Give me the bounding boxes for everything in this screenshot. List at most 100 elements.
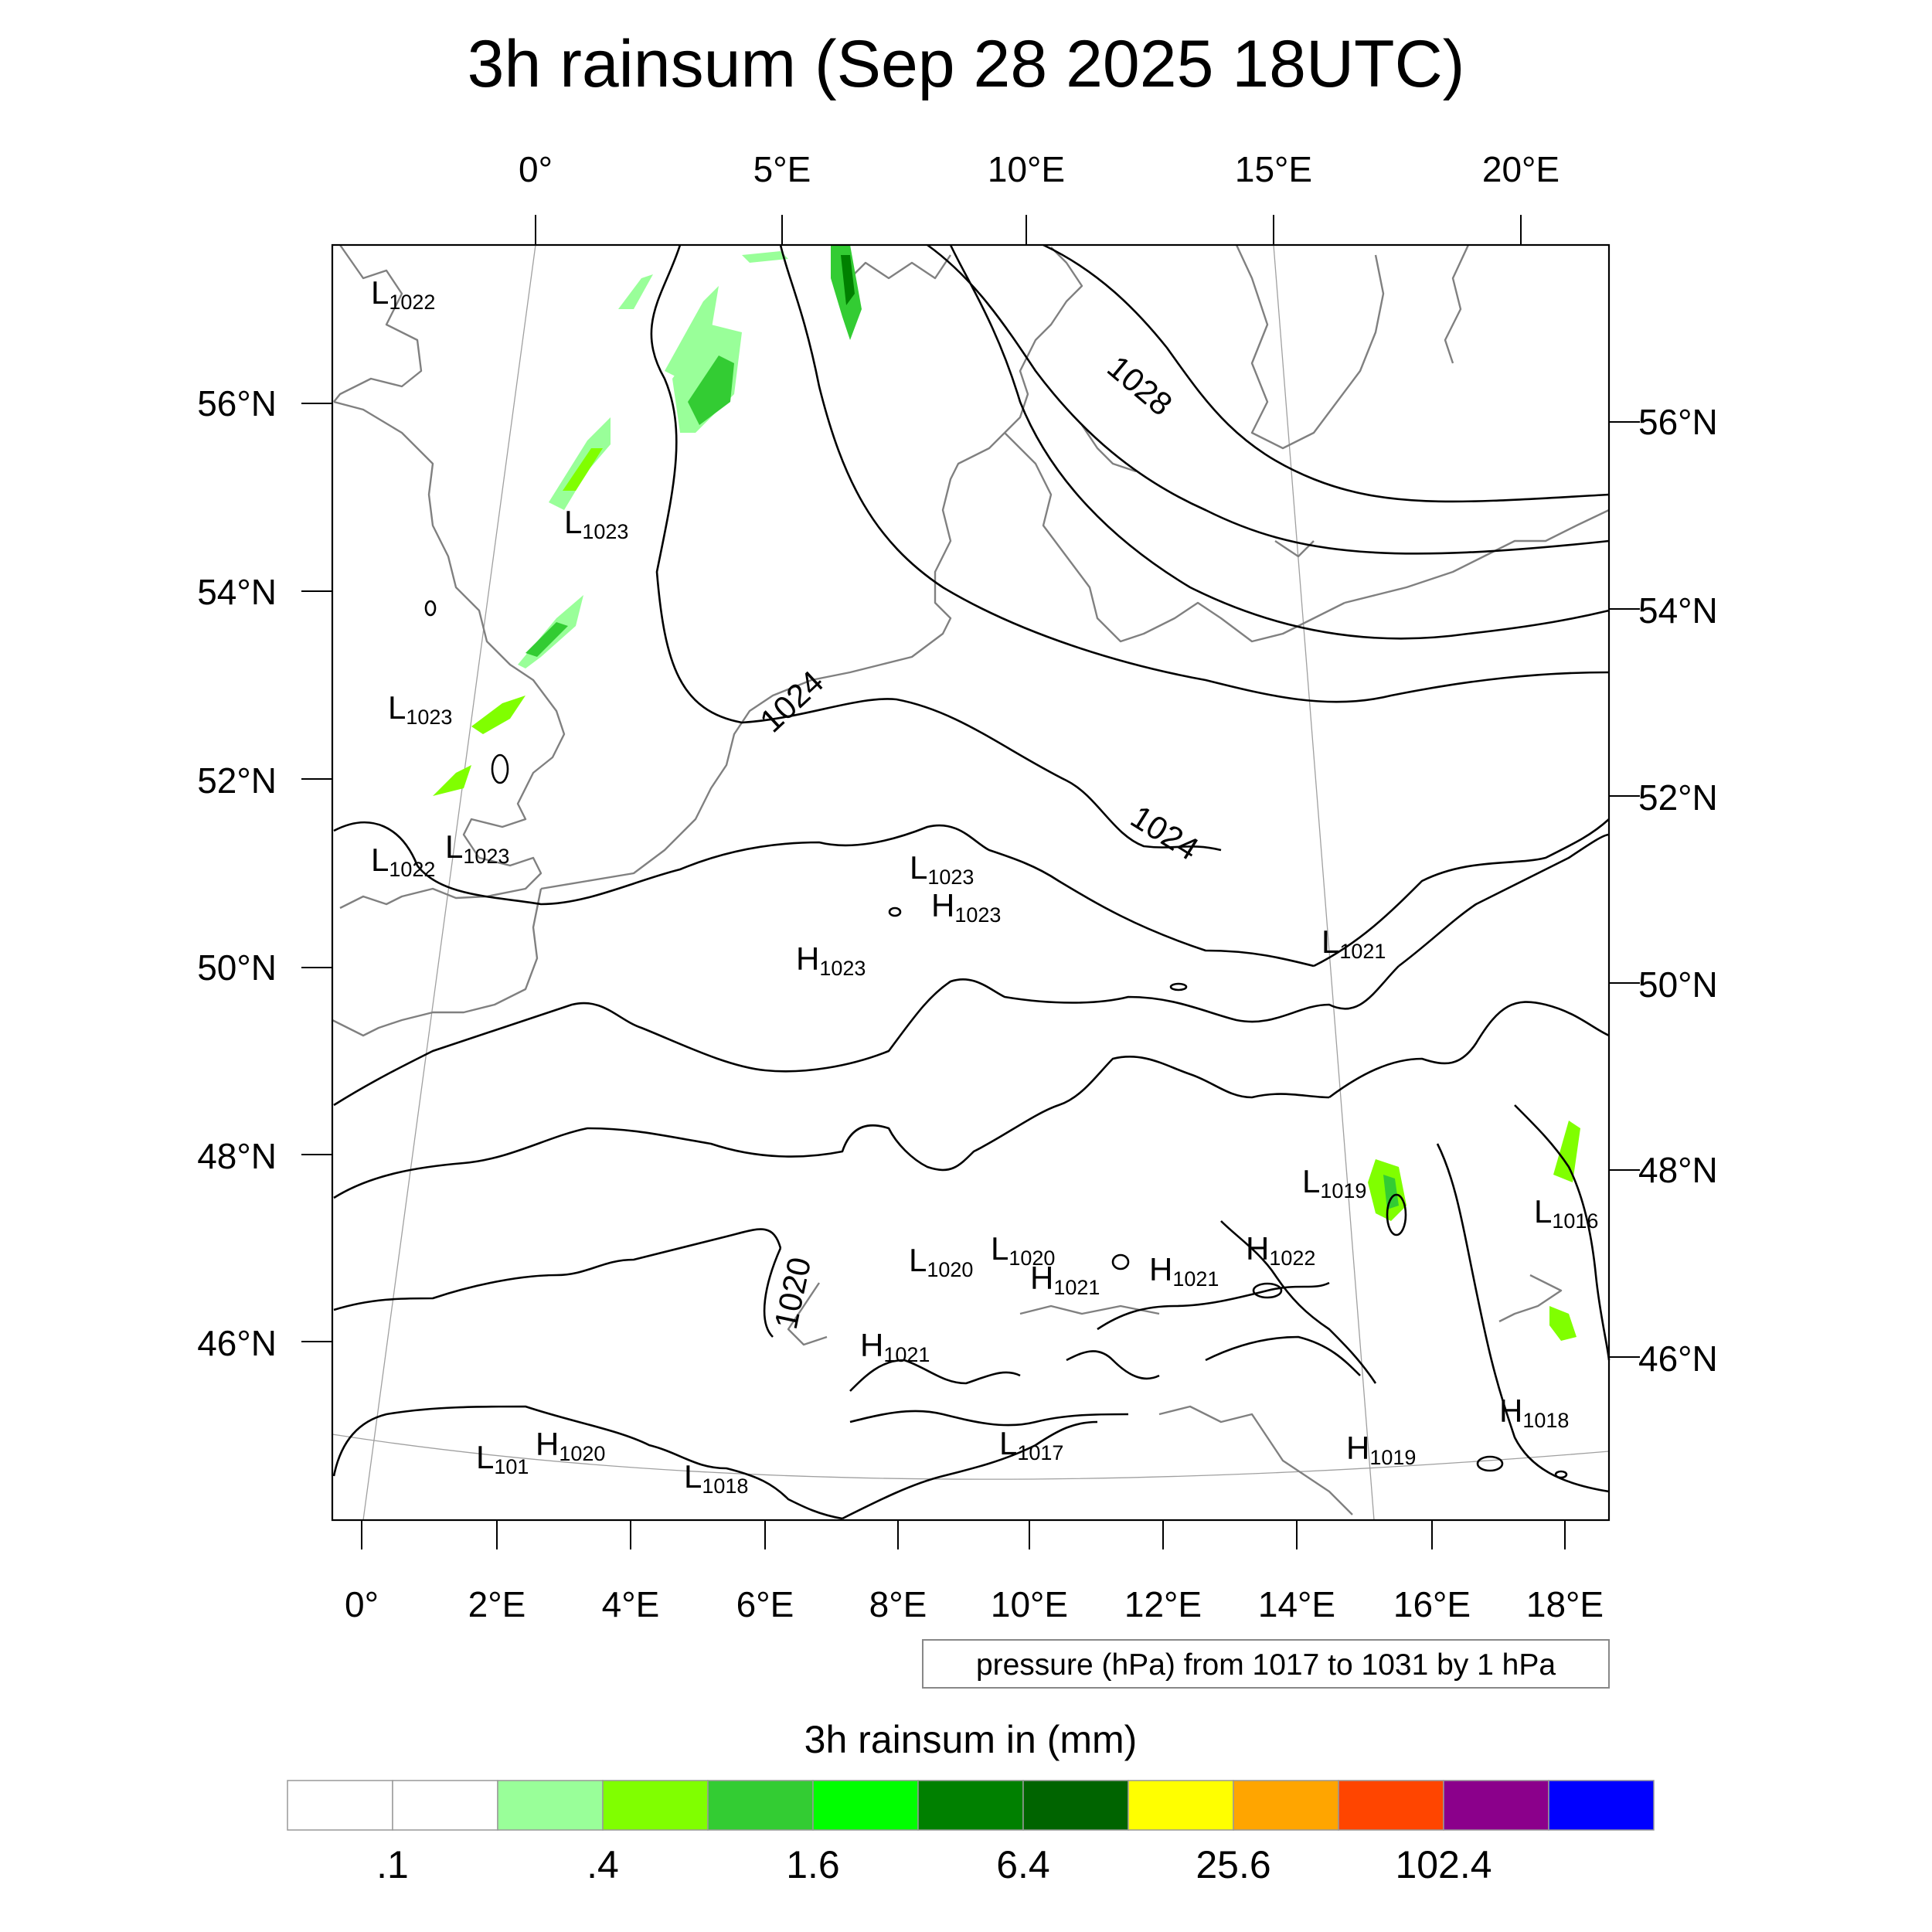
bottom-lon-label: 6°E <box>736 1584 794 1624</box>
pressure-center: H1021 <box>1149 1251 1219 1291</box>
pressure-center: H1023 <box>931 887 1001 927</box>
colorbar-label: 25.6 <box>1196 1843 1270 1886</box>
bottom-lon-label: 8°E <box>869 1584 927 1624</box>
bottom-lon-label: 4°E <box>602 1584 660 1624</box>
colorbar-box <box>1338 1780 1444 1831</box>
colorbar-box <box>392 1780 498 1831</box>
pressure-center: H1018 <box>1499 1393 1569 1432</box>
left-lat-label: 56°N <box>197 383 277 423</box>
pressure-center: L1022 <box>371 842 435 881</box>
top-lon-label: 0° <box>519 149 553 189</box>
map-frame <box>331 243 1611 1522</box>
colorbar-label: .4 <box>587 1843 619 1886</box>
rain-patch <box>841 255 855 305</box>
pressure-center: L1023 <box>388 689 452 729</box>
pressure-center: L1017 <box>999 1425 1063 1464</box>
pressure-center: L1016 <box>1534 1193 1598 1233</box>
rain-patch <box>1553 1121 1580 1182</box>
colorbar-box <box>287 1780 393 1831</box>
right-lat-label: 56°N <box>1638 402 1718 442</box>
rain-patch <box>742 251 788 263</box>
pressure-center: L1020 <box>991 1230 1055 1270</box>
pressure-centers: L1022 L1023 L1023 L1022 L1023 L1023 H102… <box>371 274 1598 1498</box>
rain-patch <box>471 696 526 734</box>
left-lat-label: 46°N <box>197 1323 277 1363</box>
rain-patch <box>665 286 719 379</box>
pressure-center: H1022 <box>1246 1230 1315 1270</box>
left-lat-label: 54°N <box>197 572 277 612</box>
coastlines <box>332 244 1610 1515</box>
graticule <box>332 244 1610 1521</box>
colorbar-label: 6.4 <box>996 1843 1050 1886</box>
rain-patch <box>526 622 568 657</box>
colorbar-box <box>707 1780 814 1831</box>
top-lon-label: 5°E <box>753 149 811 189</box>
isobars <box>332 243 1611 1520</box>
contour-info-box: pressure (hPa) from 1017 to 1031 by 1 hP… <box>922 1639 1610 1689</box>
bottom-lon-labels: 0° 2°E 4°E 6°E 8°E 10°E 12°E 14°E 16°E 1… <box>345 1584 1604 1624</box>
pressure-center: H1021 <box>860 1327 930 1366</box>
colorbar-label: .1 <box>376 1843 409 1886</box>
axis-ticks <box>301 215 1640 1549</box>
bottom-lon-label: 14°E <box>1258 1584 1335 1624</box>
pressure-center: H1020 <box>536 1426 605 1465</box>
rain-patch <box>433 765 471 796</box>
bottom-lon-label: 0° <box>345 1584 379 1624</box>
isobar-loops <box>424 600 1568 1479</box>
pressure-center: L1018 <box>684 1458 748 1498</box>
left-lat-label: 52°N <box>197 760 277 801</box>
colorbar-labels: .1 .4 1.6 6.4 25.6 102.4 <box>376 1843 1492 1886</box>
pressure-center: L101 <box>476 1439 529 1478</box>
pressure-center: H1023 <box>796 940 866 980</box>
bottom-lon-label: 10°E <box>991 1584 1068 1624</box>
colorbar-box <box>1022 1780 1129 1831</box>
left-lat-labels: 56°N 54°N 52°N 50°N 48°N 46°N <box>197 383 277 1363</box>
rain-patch <box>1383 1175 1399 1209</box>
colorbar-boxes <box>287 1780 1655 1831</box>
colorbar-label: 102.4 <box>1395 1843 1492 1886</box>
pressure-center: H1019 <box>1346 1430 1416 1469</box>
right-lat-label: 46°N <box>1638 1338 1718 1379</box>
colorbar-box <box>812 1780 919 1831</box>
top-lon-label: 20°E <box>1482 149 1560 189</box>
pressure-center: H1021 <box>1030 1260 1100 1299</box>
colorbar-box <box>1548 1780 1655 1831</box>
right-lat-label: 48°N <box>1638 1150 1718 1190</box>
colorbar-box <box>1233 1780 1339 1831</box>
bottom-lon-label: 18°E <box>1526 1584 1604 1624</box>
bottom-lon-label: 2°E <box>468 1584 526 1624</box>
left-lat-label: 48°N <box>197 1136 277 1176</box>
pressure-center: L1023 <box>445 828 509 868</box>
contour-info-text: pressure (hPa) from 1017 to 1031 by 1 hP… <box>976 1648 1556 1682</box>
left-lat-label: 50°N <box>197 947 277 988</box>
bottom-lon-label: 12°E <box>1124 1584 1202 1624</box>
colorbar-title: 3h rainsum in (mm) <box>804 1718 1138 1761</box>
contour-info-border <box>922 1639 1610 1689</box>
map-plot: 1028 1024 1024 1020 L1022 L1023 L1023 L1… <box>301 215 1640 1549</box>
colorbar-box <box>1443 1780 1549 1831</box>
pressure-center: L1023 <box>564 504 628 543</box>
rain-patch <box>688 355 734 425</box>
right-lat-label: 50°N <box>1638 964 1718 1005</box>
right-lat-label: 52°N <box>1638 777 1718 818</box>
bottom-lon-label: 16°E <box>1393 1584 1471 1624</box>
map-title: 3h rainsum (Sep 28 2025 18UTC) <box>468 27 1465 101</box>
top-lon-label: 10°E <box>988 149 1065 189</box>
rain-patch <box>549 417 611 510</box>
colorbar-box <box>917 1780 1024 1831</box>
pressure-center: L1019 <box>1302 1163 1366 1202</box>
top-lon-labels: 0° 5°E 10°E 15°E 20°E <box>519 149 1560 189</box>
pressure-center: L1021 <box>1321 923 1386 963</box>
top-lon-label: 15°E <box>1235 149 1312 189</box>
right-lat-labels: 56°N 54°N 52°N 50°N 48°N 46°N <box>1638 402 1718 1379</box>
rain-patch <box>563 448 603 491</box>
colorbar-label: 1.6 <box>786 1843 840 1886</box>
colorbar: 3h rainsum in (mm) .1 .4 1.6 6.4 25.6 102.4 <box>287 1718 1655 1886</box>
pressure-center: L1022 <box>371 274 435 314</box>
pressure-center: L1020 <box>909 1242 973 1281</box>
rain-patches <box>433 245 1580 1341</box>
rain-patch <box>1549 1306 1577 1341</box>
pressure-center: L1023 <box>910 849 974 889</box>
colorbar-box <box>497 1780 604 1831</box>
